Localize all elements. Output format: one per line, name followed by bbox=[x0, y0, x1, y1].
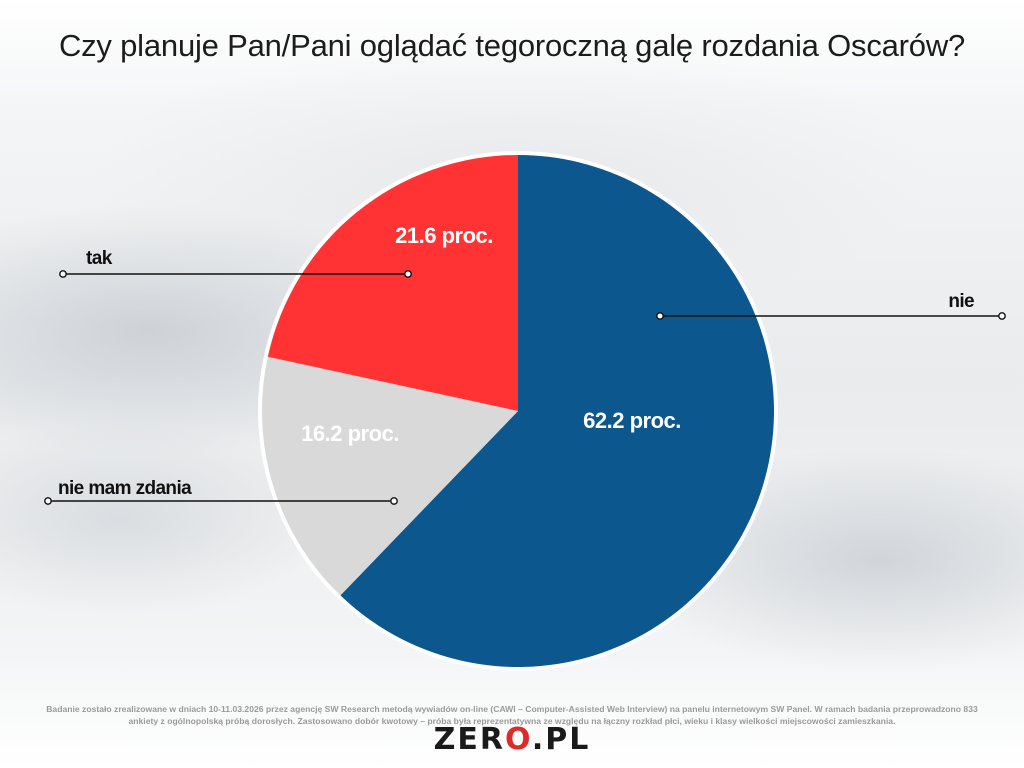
slice-value-label: 21.6 proc. bbox=[395, 223, 493, 248]
zero-pl-logo: ZERO.PL bbox=[433, 722, 591, 757]
leader-dot bbox=[404, 270, 412, 278]
category-label: nie bbox=[948, 291, 974, 312]
chart-title: Czy planuje Pan/Pani oglądać tegoroczną … bbox=[58, 28, 966, 63]
category-label: nie mam zdania bbox=[58, 478, 192, 499]
pie-slice-nie-mam-zdania bbox=[262, 356, 518, 596]
slice-value-label: 62.2 proc. bbox=[583, 408, 681, 433]
pie-slice-nie bbox=[340, 155, 774, 667]
leader-dot bbox=[998, 312, 1006, 320]
survey-footnote: Badanie zostało zrealizowane w dniach 10… bbox=[46, 704, 978, 726]
leader-dot bbox=[59, 270, 67, 278]
pie-slice-tak bbox=[267, 155, 518, 411]
leader-dot bbox=[656, 312, 664, 320]
slice-value-label: 16.2 proc. bbox=[301, 421, 399, 446]
leader-dot bbox=[390, 497, 398, 505]
category-label: tak bbox=[86, 248, 113, 269]
leader-dot bbox=[44, 497, 52, 505]
